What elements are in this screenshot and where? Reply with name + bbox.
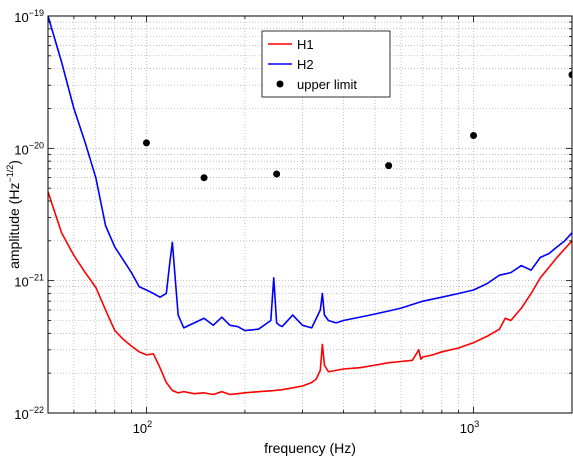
y-axis-label-exponent: −1/2 [5, 165, 15, 183]
upper-limit-point [470, 132, 478, 140]
upper-limit-point [142, 139, 150, 147]
y-axis-label-base: amplitude (Hz [6, 183, 22, 269]
legend-swatch-upper-limit [276, 80, 284, 88]
legend-label-h1: H1 [297, 37, 314, 52]
series-h1-line [48, 191, 572, 396]
upper-limit-point [385, 162, 393, 170]
y-tick-label: 10−21 [14, 273, 44, 290]
series-h2-line [48, 16, 572, 332]
legend-label-upper-limit: upper limit [297, 77, 357, 92]
x-axis-label: frequency (Hz) [264, 440, 356, 456]
plot-frame [47, 15, 573, 414]
y-tick-label: 10−22 [14, 405, 44, 422]
x-tick-labels: 102 103 [133, 419, 480, 436]
upper-limit-point [200, 174, 208, 182]
legend: H1 H2 upper limit [261, 30, 391, 98]
y-axis-label: amplitude (Hz−1/2) [5, 160, 22, 269]
y-tick-labels: 10−22 10−21 10−20 10−19 [14, 8, 44, 422]
plot-area [48, 16, 572, 396]
upper-limit-point [273, 170, 281, 178]
y-axis-label-end: ) [6, 160, 22, 165]
y-tick-label: 10−20 [14, 140, 44, 157]
upper-limit-point [568, 71, 572, 79]
axis-ticks [47, 15, 573, 414]
legend-label-h2: H2 [297, 57, 314, 72]
x-tick-label: 102 [133, 419, 152, 436]
x-tick-label: 103 [460, 419, 479, 436]
y-tick-label: 10−19 [14, 8, 44, 25]
